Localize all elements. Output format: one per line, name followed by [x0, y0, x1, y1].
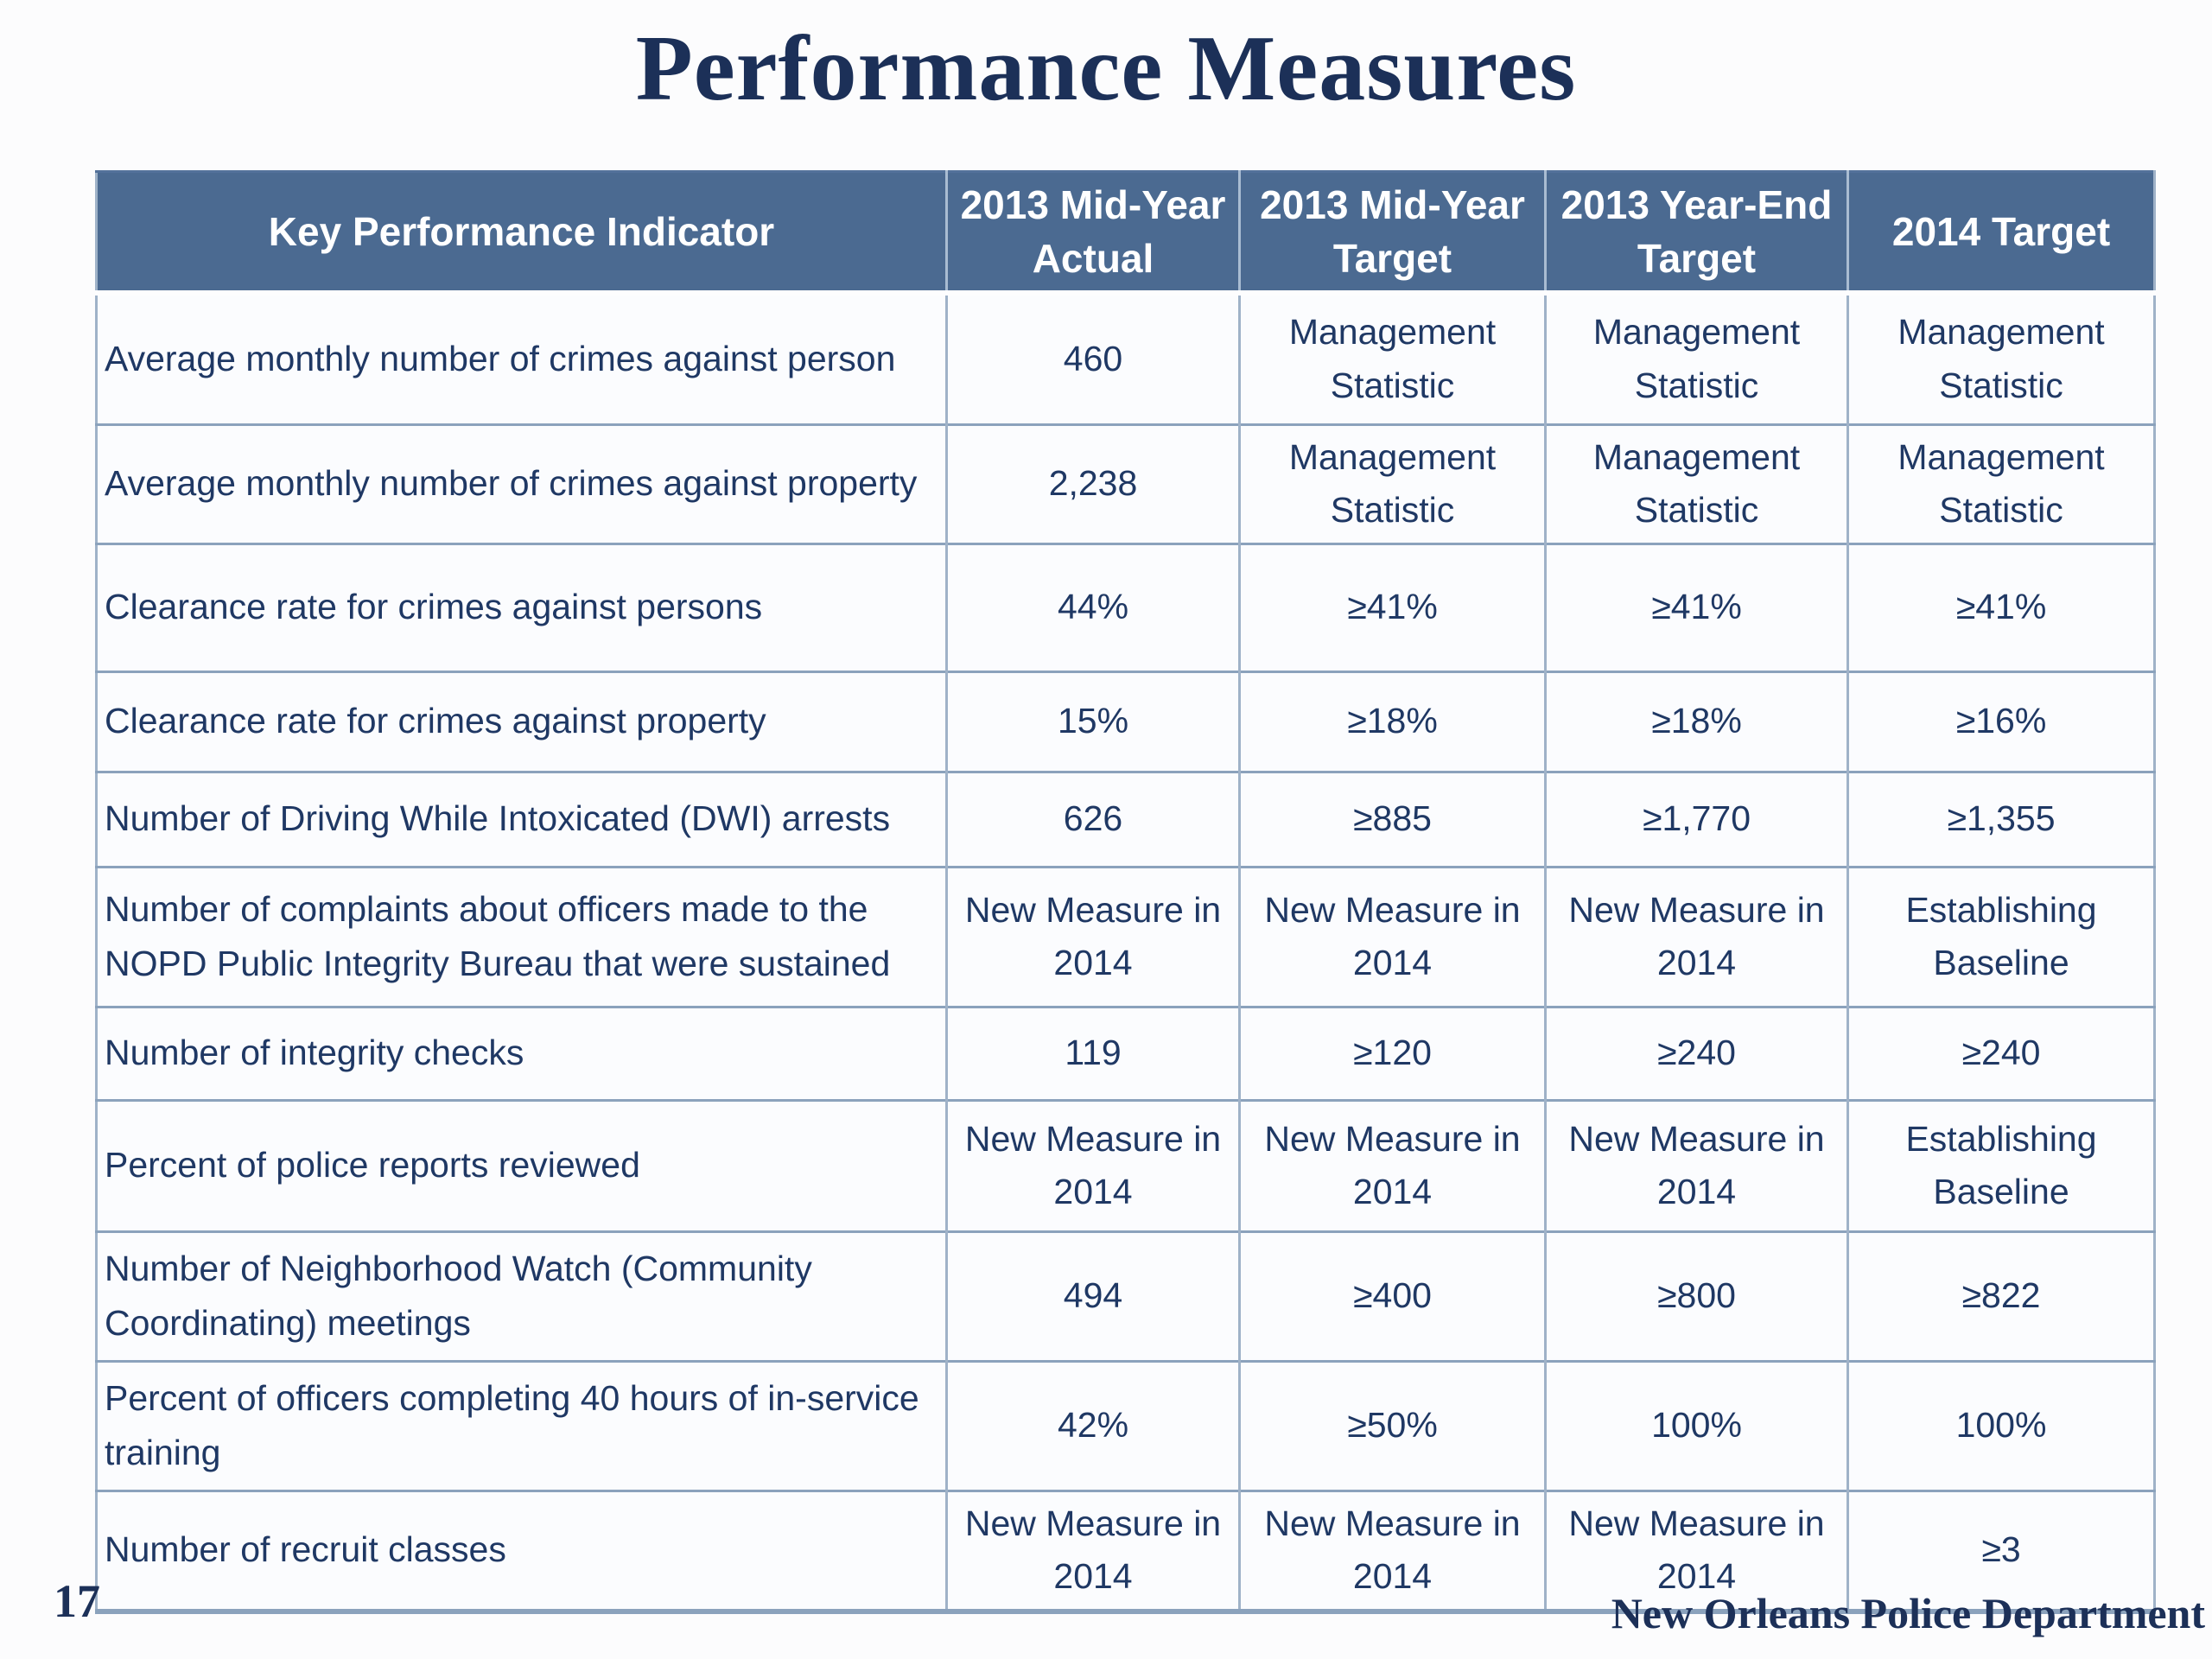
- mid-year-target-cell: New Measure in 2014: [1238, 1489, 1546, 1611]
- kpi-cell: Percent of officers completing 40 hours …: [96, 1359, 947, 1491]
- kpi-cell: Average monthly number of crimes against…: [96, 293, 947, 425]
- year-end-target-cell: New Measure in 2014: [1544, 865, 1848, 1007]
- page-title: Performance Measures: [635, 17, 1577, 120]
- table-body: Average monthly number of crimes against…: [96, 293, 2155, 1611]
- column-header-mid-year-target: 2013 Mid-Year Target: [1238, 171, 1546, 296]
- target-2014-cell: 100%: [1847, 1359, 2155, 1491]
- kpi-cell: Number of Neighborhood Watch (Community …: [96, 1230, 947, 1362]
- table-row: Number of Driving While Intoxicated (DWI…: [96, 770, 2155, 868]
- table-header: Key Performance Indicator 2013 Mid-Year …: [96, 171, 2155, 296]
- footer-organization: New Orleans Police Department: [1611, 1589, 2205, 1637]
- table-row: Clearance rate for crimes against person…: [96, 542, 2155, 672]
- header-row: Key Performance Indicator 2013 Mid-Year …: [96, 171, 2155, 296]
- table-row: Number of Neighborhood Watch (Community …: [96, 1230, 2155, 1362]
- actual-cell: 2,238: [945, 423, 1240, 544]
- target-2014-cell: Management Statistic: [1847, 423, 2155, 544]
- kpi-cell: Number of integrity checks: [96, 1005, 947, 1101]
- year-end-target-cell: New Measure in 2014: [1544, 1489, 1848, 1611]
- actual-cell: 119: [945, 1005, 1240, 1101]
- kpi-cell: Number of Driving While Intoxicated (DWI…: [96, 770, 947, 868]
- actual-cell: New Measure in 2014: [945, 1098, 1240, 1232]
- year-end-target-cell: ≥41%: [1544, 542, 1848, 672]
- mid-year-target-cell: New Measure in 2014: [1238, 865, 1546, 1007]
- column-header-year-end-target: 2013 Year-End Target: [1544, 171, 1848, 296]
- actual-cell: New Measure in 2014: [945, 865, 1240, 1007]
- mid-year-target-cell: ≥18%: [1238, 670, 1546, 772]
- column-header-kpi: Key Performance Indicator: [96, 171, 947, 296]
- performance-table-container: Key Performance Indicator 2013 Mid-Year …: [95, 170, 2156, 1614]
- year-end-target-cell: ≥1,770: [1544, 770, 1848, 868]
- actual-cell: 460: [945, 293, 1240, 425]
- year-end-target-cell: ≥18%: [1544, 670, 1848, 772]
- year-end-target-cell: ≥800: [1544, 1230, 1848, 1362]
- actual-cell: 494: [945, 1230, 1240, 1362]
- target-2014-cell: ≥822: [1847, 1230, 2155, 1362]
- actual-cell: 44%: [945, 542, 1240, 672]
- target-2014-cell: ≥41%: [1847, 542, 2155, 672]
- target-2014-cell: ≥3: [1847, 1489, 2155, 1611]
- mid-year-target-cell: ≥50%: [1238, 1359, 1546, 1491]
- target-2014-cell: ≥16%: [1847, 670, 2155, 772]
- year-end-target-cell: Management Statistic: [1544, 423, 1848, 544]
- target-2014-cell: Establishing Baseline: [1847, 865, 2155, 1007]
- year-end-target-cell: New Measure in 2014: [1544, 1098, 1848, 1232]
- table-row: Percent of police reports reviewed New M…: [96, 1098, 2155, 1232]
- target-2014-cell: ≥1,355: [1847, 770, 2155, 868]
- table-row: Clearance rate for crimes against proper…: [96, 670, 2155, 772]
- mid-year-target-cell: New Measure in 2014: [1238, 1098, 1546, 1232]
- page-number: 17: [54, 1575, 100, 1627]
- kpi-cell: Percent of police reports reviewed: [96, 1098, 947, 1232]
- table-row: Number of complaints about officers made…: [96, 865, 2155, 1007]
- target-2014-cell: Management Statistic: [1847, 293, 2155, 425]
- year-end-target-cell: ≥240: [1544, 1005, 1848, 1101]
- mid-year-target-cell: ≥885: [1238, 770, 1546, 868]
- mid-year-target-cell: ≥41%: [1238, 542, 1546, 672]
- mid-year-target-cell: ≥400: [1238, 1230, 1546, 1362]
- year-end-target-cell: 100%: [1544, 1359, 1848, 1491]
- kpi-cell: Average monthly number of crimes against…: [96, 423, 947, 544]
- mid-year-target-cell: ≥120: [1238, 1005, 1546, 1101]
- kpi-cell: Clearance rate for crimes against person…: [96, 542, 947, 672]
- table-row: Average monthly number of crimes against…: [96, 423, 2155, 544]
- kpi-cell: Number of complaints about officers made…: [96, 865, 947, 1007]
- column-header-2014-target: 2014 Target: [1847, 171, 2155, 296]
- year-end-target-cell: Management Statistic: [1544, 293, 1848, 425]
- kpi-cell: Number of recruit classes: [96, 1489, 947, 1611]
- table-row: Number of recruit classes New Measure in…: [96, 1489, 2155, 1611]
- actual-cell: New Measure in 2014: [945, 1489, 1240, 1611]
- table-row: Percent of officers completing 40 hours …: [96, 1359, 2155, 1491]
- target-2014-cell: ≥240: [1847, 1005, 2155, 1101]
- actual-cell: 15%: [945, 670, 1240, 772]
- table-row: Number of integrity checks 119 ≥120 ≥240…: [96, 1005, 2155, 1101]
- column-header-mid-year-actual: 2013 Mid-Year Actual: [945, 171, 1240, 296]
- target-2014-cell: Establishing Baseline: [1847, 1098, 2155, 1232]
- mid-year-target-cell: Management Statistic: [1238, 293, 1546, 425]
- table-row: Average monthly number of crimes against…: [96, 293, 2155, 425]
- performance-measures-table: Key Performance Indicator 2013 Mid-Year …: [95, 170, 2156, 1614]
- mid-year-target-cell: Management Statistic: [1238, 423, 1546, 544]
- kpi-cell: Clearance rate for crimes against proper…: [96, 670, 947, 772]
- actual-cell: 626: [945, 770, 1240, 868]
- actual-cell: 42%: [945, 1359, 1240, 1491]
